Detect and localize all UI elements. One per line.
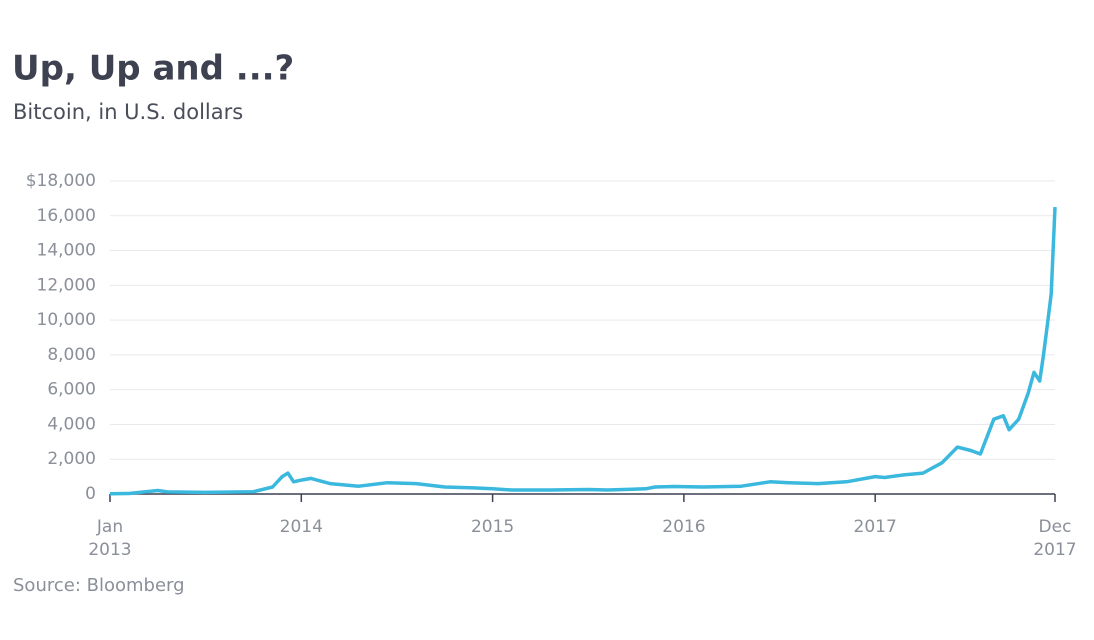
y-tick-label: 16,000 [37,206,96,226]
y-tick-label: 6,000 [47,380,96,400]
y-tick-label: $18,000 [26,171,96,191]
x-tick-label: Dec 2017 [1033,517,1076,560]
y-tick-label: 0 [85,484,96,504]
source: Source: Bloomberg [13,575,185,596]
x-tick-label: 2014 [280,517,323,537]
price-line [109,207,1057,496]
x-tick-label: 2017 [854,517,897,537]
y-tick-label: 4,000 [47,414,96,434]
x-tick-label: Jan 2013 [88,517,131,560]
chart-title: Up, Up and ...? [12,49,294,89]
y-tick-label: 2,000 [47,449,96,469]
chart-subtitle: Bitcoin, in U.S. dollars [13,100,243,124]
y-tick-label: 10,000 [37,310,96,330]
x-tick-label: 2016 [662,517,705,537]
y-tick-label: 8,000 [47,345,96,365]
x-tick-label: 2015 [471,517,514,537]
y-tick-label: 12,000 [37,275,96,295]
y-tick-label: 14,000 [37,241,96,261]
